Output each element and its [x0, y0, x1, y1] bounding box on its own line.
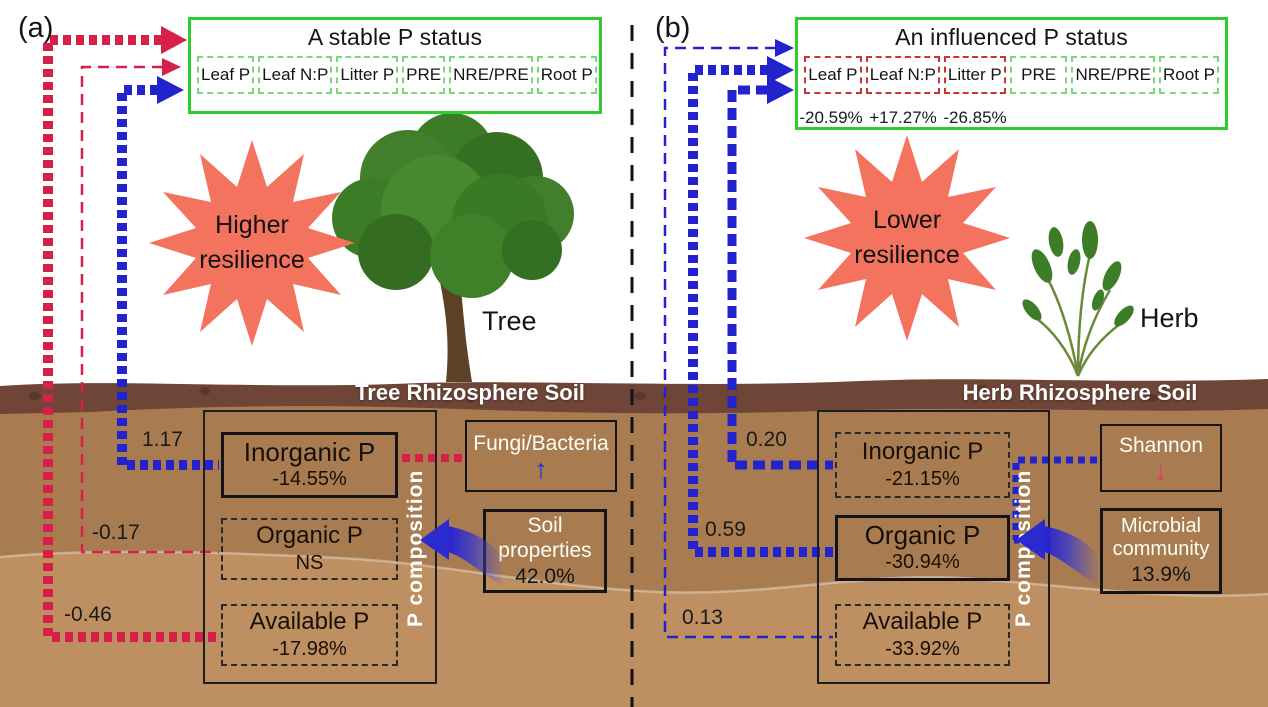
inorganic-p-box-a: Inorganic P -14.55% — [221, 432, 398, 498]
driver-line2: community — [1112, 537, 1210, 560]
driver-line1: Soil — [527, 513, 563, 537]
status-item-root-p: Root P — [1159, 56, 1220, 94]
status-item-leaf-p: Leaf P — [197, 56, 255, 94]
status-item-litter-p: Litter P — [943, 56, 1006, 94]
starburst-higher — [149, 140, 355, 346]
litter-p-change: -26.85% — [943, 108, 1007, 127]
organic-p-box-a: Organic P NS — [221, 518, 398, 580]
tree-label: Tree — [482, 306, 537, 336]
p-composition-label-a: P composition — [404, 469, 427, 627]
rhizosphere-band — [0, 379, 1268, 414]
resilience-label-a: Higher resilience — [152, 208, 352, 278]
driver-value: 13.9% — [1131, 562, 1191, 586]
panel-b-tag: (b) — [655, 12, 691, 44]
status-item-leaf-np: Leaf N:P — [865, 56, 940, 94]
microbe-title: Fungi/Bacteria — [473, 431, 609, 455]
driver-line2: properties — [498, 538, 592, 562]
status-item-root-p: Root P — [536, 56, 597, 94]
herb-illustration — [1022, 221, 1134, 377]
down-arrow-icon: ↓ — [1154, 455, 1168, 486]
p-box-value: -33.92% — [885, 638, 960, 660]
soil-title-b: Herb Rhizosphere Soil — [962, 380, 1198, 405]
leaf-np-change: +17.27% — [869, 108, 937, 127]
p-box-name: Organic P — [864, 520, 981, 550]
tree-illustration — [332, 113, 574, 382]
p-box-value: -21.15% — [885, 468, 960, 490]
p-box-name: Available P — [862, 608, 983, 635]
p-box-name: Organic P — [256, 522, 363, 549]
status-title: An influenced P status — [895, 24, 1128, 50]
status-box-influenced: An influenced P status Leaf P Leaf N:P L… — [795, 17, 1228, 130]
status-box-stable: A stable P status Leaf P Leaf N:P Litter… — [188, 17, 602, 114]
p-composition-label-b: P composition — [1012, 469, 1035, 627]
inorganic-p-box-b: Inorganic P -21.15% — [835, 432, 1010, 498]
available-p-box-a: Available P -17.98% — [221, 604, 398, 666]
herb-label: Herb — [1140, 303, 1199, 333]
p-box-name: Inorganic P — [861, 438, 984, 465]
status-item-leaf-np: Leaf N:P — [258, 56, 333, 94]
coef-a-inorganic: 1.17 — [142, 428, 183, 451]
p-box-value: -17.98% — [272, 638, 347, 660]
resilience-label-b: Lower resilience — [807, 203, 1007, 273]
p-box-value: -30.94% — [885, 551, 960, 573]
status-item-pre: PRE — [1009, 56, 1068, 94]
coef-b-inorganic: 0.20 — [746, 428, 787, 451]
status-item-nre-pre: NRE/PRE — [1071, 56, 1156, 94]
status-item-nre-pre: NRE/PRE — [449, 56, 533, 94]
available-p-box-b: Available P -33.92% — [835, 604, 1010, 666]
status-item-litter-p: Litter P — [336, 56, 399, 94]
status-item-pre: PRE — [402, 56, 446, 94]
starburst-lower — [804, 135, 1010, 341]
panel-a-tag: (a) — [18, 12, 54, 44]
fungi-bacteria-box: Fungi/Bacteria ↑ — [465, 420, 617, 492]
organic-p-box-b: Organic P -30.94% — [835, 515, 1010, 581]
p-box-value: NS — [295, 552, 324, 574]
soil-properties-box: Soil properties 42.0% — [483, 509, 607, 593]
soil-band-pebbles — [29, 385, 1158, 403]
p-box-value: -14.55% — [272, 468, 347, 490]
p-box-name: Inorganic P — [243, 437, 376, 467]
coef-a-organic: -0.17 — [92, 521, 140, 544]
up-arrow-icon: ↑ — [534, 453, 548, 484]
status-item-leaf-p: Leaf P — [804, 56, 862, 94]
status-title: A stable P status — [307, 24, 483, 50]
soil-title-a: Tree Rhizosphere Soil — [355, 380, 585, 405]
status-items-row: Leaf P Leaf N:P Litter P PRE NRE/PRE Roo… — [191, 51, 599, 100]
status-items-row: Leaf P Leaf N:P Litter P PRE NRE/PRE Roo… — [798, 51, 1225, 100]
coef-b-available: 0.13 — [682, 606, 723, 629]
shannon-box: Shannon ↓ — [1100, 424, 1222, 492]
resilience-line2: resilience — [854, 241, 960, 269]
microbial-community-box: Microbial community 13.9% — [1100, 508, 1222, 594]
resilience-line1: Lower — [872, 206, 942, 234]
coef-a-available: -0.46 — [64, 603, 112, 626]
driver-value: 42.0% — [515, 564, 575, 588]
soil-lower-layer — [0, 551, 1268, 707]
coef-b-organic: 0.59 — [705, 518, 746, 541]
tree-canopy — [332, 113, 574, 298]
p-box-name: Available P — [249, 608, 370, 635]
leaf-p-change: -20.59% — [799, 108, 863, 127]
resilience-line2: resilience — [199, 246, 305, 274]
microbe-title: Shannon — [1118, 433, 1204, 457]
resilience-line1: Higher — [215, 211, 289, 239]
driver-line1: Microbial — [1120, 514, 1202, 537]
